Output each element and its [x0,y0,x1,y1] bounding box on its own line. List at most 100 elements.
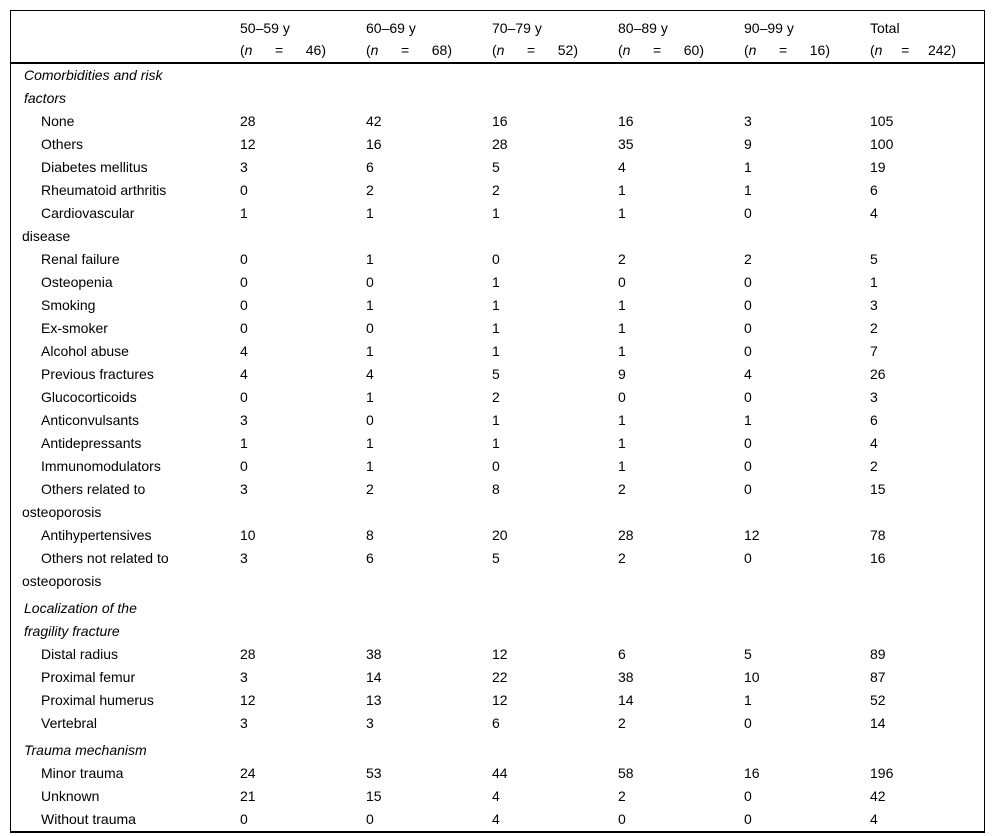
row-label: Proximal humerus [41,692,154,708]
cell-value: 21 [240,788,256,804]
row-label: Diabetes mellitus [41,159,148,175]
column-n-count: (n = 68) [366,39,452,61]
cell-value: 1 [366,389,374,405]
table-header-row: 50–59 y (n = 46) 60–69 y (n = 68) 70–79 y (n = 52) 8… [11,11,984,64]
n-value: 242) [927,42,956,58]
cell-value: 5 [492,366,500,382]
cell-value: 28 [492,136,508,152]
cell-value: 28 [240,113,256,129]
cell-value: 4 [870,811,878,827]
cell-value: 2 [870,458,878,474]
cell-value: 3 [240,412,248,428]
cell-value: 1 [618,320,626,336]
cell-value: 4 [240,343,248,359]
row-label: Rheumatoid arthritis [41,182,167,198]
cell-value: 5 [744,646,752,662]
cell-value: 4 [492,788,500,804]
age-column-header: 90–99 y (n = 16) [744,17,870,61]
cell-value: 38 [366,646,382,662]
table-row: Proximal humerus 12 13 12 14 1 52 [11,689,984,712]
section-header: Localization of the fragility fracture [24,600,137,639]
row-label-column-header [11,17,240,61]
cell-value: 0 [744,458,752,474]
table-section: Trauma mechanism Minor trauma 24 53 44 58 16 19… [11,739,984,831]
cell-value: 1 [492,297,500,313]
cell-value: 22 [492,669,508,685]
cell-value: 6 [870,412,878,428]
age-column-header: 50–59 y (n = 46) [240,17,366,61]
table-row: Smoking 0 1 1 1 0 3 [11,294,984,317]
cell-value: 2 [618,481,626,497]
cell-value: 58 [618,765,634,781]
cell-value: 2 [366,182,374,198]
table-row: Ex-smoker 0 0 1 1 0 2 [11,317,984,340]
column-n-count: (n = 16) [744,39,830,61]
column-header-label: 70–79 y [492,20,542,36]
cell-value: 4 [240,366,248,382]
cell-value: 12 [744,527,760,543]
cell-value: 0 [744,811,752,827]
n-symbol: n [244,42,253,58]
cell-value: 0 [744,715,752,731]
cell-value: 9 [618,366,626,382]
cell-value: 1 [492,343,500,359]
cell-value: 0 [240,458,248,474]
cell-value: 42 [366,113,382,129]
cell-value: 1 [618,435,626,451]
cell-value: 4 [366,366,374,382]
cell-value: 1 [618,343,626,359]
cell-value: 0 [744,343,752,359]
cell-value: 12 [240,136,256,152]
cell-value: 4 [870,205,878,221]
n-symbol: n [748,42,757,58]
row-label: Glucocorticoids [41,389,137,405]
cell-value: 15 [870,481,886,497]
cell-value: 0 [744,550,752,566]
cell-value: 3 [870,297,878,313]
cell-value: 1 [618,297,626,313]
cell-value: 2 [492,182,500,198]
cell-value: 4 [492,811,500,827]
cell-value: 16 [618,113,634,129]
cell-value: 14 [366,669,382,685]
table-row: Renal failure 0 1 0 2 2 5 [11,248,984,271]
cell-value: 0 [366,811,374,827]
cell-value: 1 [618,205,626,221]
cell-value: 1 [492,320,500,336]
cell-value: 0 [492,251,500,267]
cell-value: 44 [492,765,508,781]
table-row: Rheumatoid arthritis 0 2 2 1 1 6 [11,179,984,202]
cell-value: 35 [618,136,634,152]
cell-value: 1 [366,205,374,221]
cell-value: 105 [870,113,894,129]
cell-value: 1 [618,412,626,428]
cell-value: 16 [492,113,508,129]
cell-value: 6 [366,159,374,175]
cell-value: 8 [492,481,500,497]
cell-value: 1 [492,274,500,290]
cell-value: 24 [240,765,256,781]
cell-value: 5 [492,550,500,566]
cell-value: 16 [366,136,382,152]
cell-value: 0 [366,274,374,290]
cell-value: 0 [366,412,374,428]
n-equals: = [527,42,536,58]
cell-value: 0 [366,320,374,336]
cell-value: 19 [870,159,886,175]
cell-value: 42 [870,788,886,804]
table-row: Immunomodulators 0 1 0 1 0 2 [11,455,984,478]
row-label: Others [41,136,84,152]
n-equals: = [275,42,284,58]
table-row: Minor trauma 24 53 44 58 16 196 [11,762,984,785]
cell-value: 2 [492,389,500,405]
cell-value: 12 [492,646,508,662]
n-open: (n [492,42,505,58]
row-label: Anticonvulsants [41,412,140,428]
row-label: Distal radius [41,646,119,662]
cell-value: 4 [870,435,878,451]
cell-value: 0 [618,811,626,827]
row-label: Ex-smoker [41,320,108,336]
cell-value: 0 [618,389,626,405]
cell-value: 1 [492,435,500,451]
table-row: Vertebral 3 3 6 2 0 14 [11,712,984,735]
